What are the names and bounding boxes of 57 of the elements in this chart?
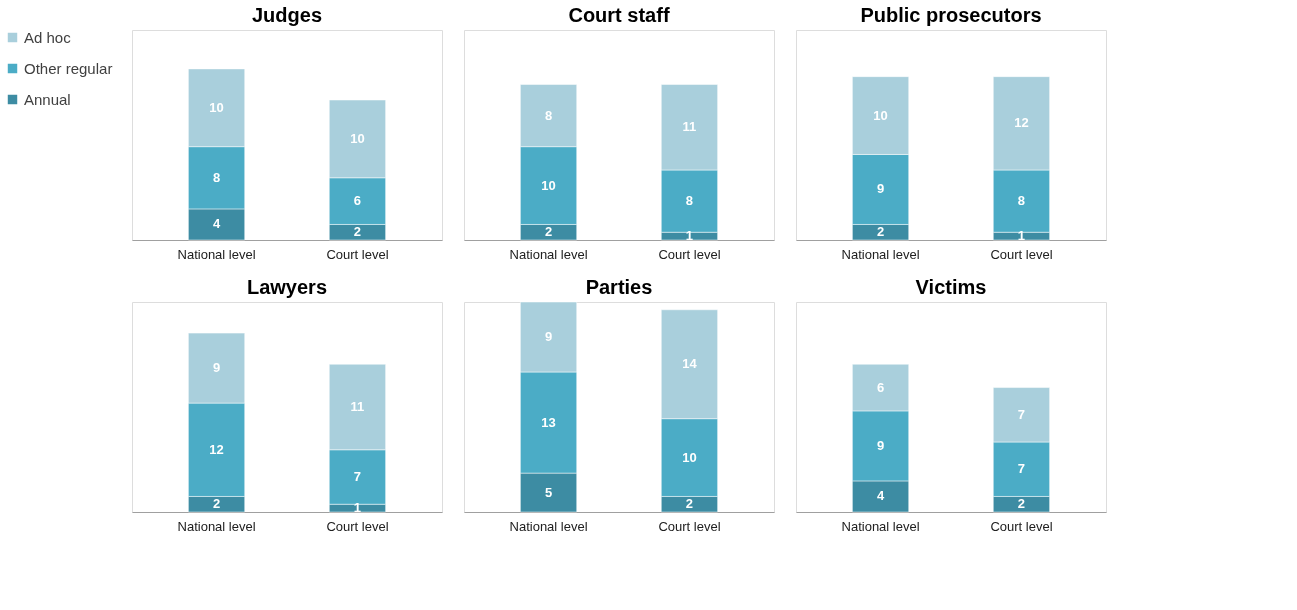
x-tick-label: Court level	[990, 518, 1053, 534]
data-label: 5	[544, 484, 553, 500]
x-tick-label: Court level	[658, 246, 721, 262]
data-label: 11	[682, 119, 697, 135]
data-label: 13	[541, 414, 556, 430]
data-label: 8	[685, 193, 694, 209]
data-label: 9	[876, 437, 885, 453]
chart-title: Parties	[585, 275, 653, 298]
data-label: 7	[1017, 461, 1026, 477]
data-label: 2	[353, 224, 362, 240]
x-tick-label: National level	[177, 518, 256, 534]
data-label: 12	[1014, 115, 1029, 131]
legend-label: Ad hoc	[24, 28, 72, 46]
data-label: 10	[682, 449, 697, 465]
x-tick-label: National level	[177, 246, 256, 262]
data-label: 4	[876, 488, 885, 504]
data-label: 10	[209, 99, 224, 115]
data-label: 1	[685, 228, 694, 244]
chart-title: Public prosecutors	[860, 4, 1042, 26]
data-label: 1	[1017, 228, 1026, 244]
data-label: 8	[212, 169, 221, 185]
data-label: 6	[353, 193, 362, 209]
legend-label: Other regular	[24, 59, 113, 77]
data-label: 2	[544, 224, 553, 240]
x-tick-label: Court level	[990, 246, 1053, 262]
data-label: 7	[1017, 406, 1026, 422]
data-label: 8	[544, 107, 553, 123]
x-tick-label: National level	[509, 518, 588, 534]
data-label: 7	[353, 469, 362, 484]
data-label: 9	[544, 329, 553, 344]
data-label: 4	[212, 216, 221, 232]
x-tick-label: National level	[841, 518, 920, 534]
x-tick-label: Court level	[326, 518, 389, 534]
data-label: 10	[541, 177, 556, 193]
x-tick-label: National level	[841, 246, 920, 262]
data-label: 2	[1017, 496, 1026, 512]
data-label: 2	[685, 496, 694, 512]
data-label: 10	[350, 130, 365, 146]
data-label: 10	[873, 107, 888, 123]
data-label: 12	[209, 441, 224, 457]
x-tick-label: Court level	[326, 246, 389, 262]
data-label: 8	[1017, 193, 1026, 209]
chart-title: Victims	[915, 276, 987, 298]
data-label: 14	[682, 356, 698, 372]
data-label: 2	[212, 496, 221, 512]
data-label: 1	[353, 500, 362, 516]
data-label: 9	[212, 360, 221, 376]
chart-title: Lawyers	[246, 276, 328, 298]
chart-title: Judges	[251, 4, 323, 26]
data-label: 9	[876, 181, 885, 197]
data-label: 2	[876, 224, 885, 240]
chart-title: Court staff	[568, 4, 670, 26]
data-label: 6	[876, 379, 885, 395]
x-tick-label: National level	[509, 246, 588, 262]
x-tick-label: Court level	[658, 518, 721, 534]
data-label: 11	[350, 399, 365, 414]
legend-label: Annual	[24, 90, 71, 108]
